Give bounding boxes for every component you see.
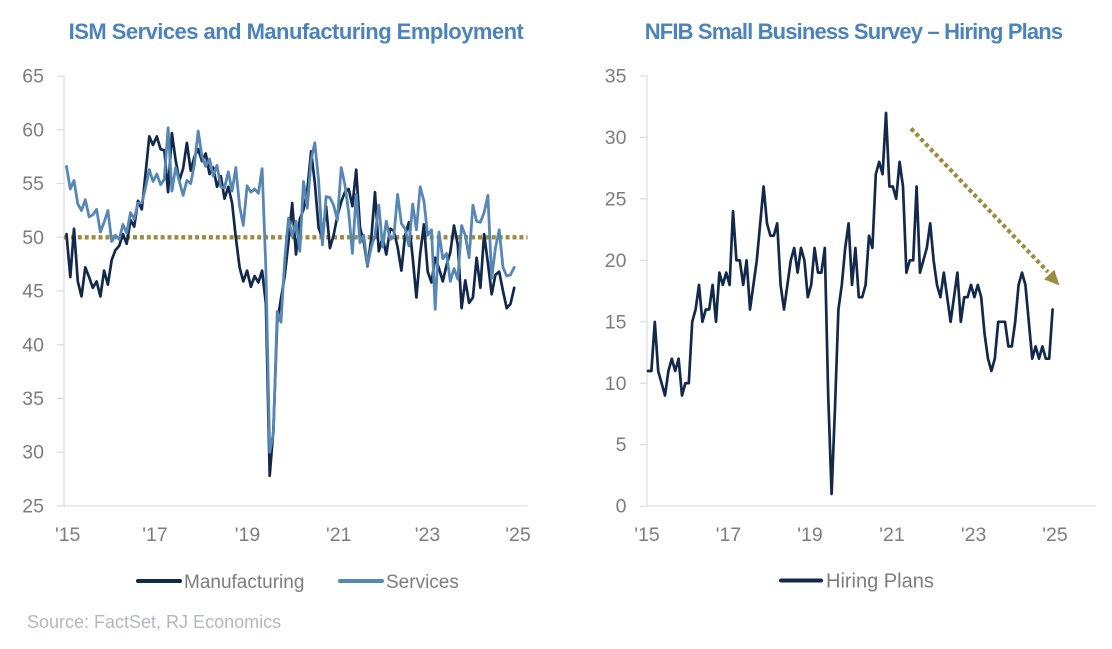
svg-text:25: 25 bbox=[605, 188, 627, 210]
svg-text:50: 50 bbox=[22, 227, 44, 249]
svg-text:NFIB Small Business Survey – H: NFIB Small Business Survey – Hiring Plan… bbox=[645, 19, 1063, 44]
svg-text:'19: '19 bbox=[797, 524, 822, 546]
svg-text:55: 55 bbox=[22, 173, 44, 195]
svg-text:0: 0 bbox=[616, 496, 627, 518]
svg-text:35: 35 bbox=[605, 65, 627, 87]
svg-text:25: 25 bbox=[22, 495, 44, 517]
svg-text:60: 60 bbox=[22, 119, 44, 141]
svg-text:'25: '25 bbox=[505, 524, 531, 546]
svg-text:45: 45 bbox=[22, 281, 44, 303]
svg-text:5: 5 bbox=[616, 434, 627, 456]
svg-text:10: 10 bbox=[605, 373, 627, 395]
svg-text:15: 15 bbox=[605, 311, 627, 333]
svg-text:'21: '21 bbox=[326, 524, 351, 546]
svg-text:'25: '25 bbox=[1042, 524, 1068, 546]
svg-text:Source: FactSet, RJ Economics: Source: FactSet, RJ Economics bbox=[27, 612, 281, 632]
svg-text:20: 20 bbox=[605, 250, 627, 272]
svg-text:'23: '23 bbox=[415, 524, 440, 546]
svg-text:ISM Services and Manufacturing: ISM Services and Manufacturing Employmen… bbox=[69, 19, 525, 44]
svg-text:'17: '17 bbox=[716, 524, 741, 546]
svg-text:Hiring Plans: Hiring Plans bbox=[826, 571, 934, 593]
svg-text:40: 40 bbox=[22, 334, 44, 356]
svg-text:'23: '23 bbox=[961, 524, 986, 546]
svg-text:35: 35 bbox=[22, 388, 44, 410]
svg-text:30: 30 bbox=[605, 127, 627, 149]
svg-text:'15: '15 bbox=[634, 524, 660, 546]
svg-text:'21: '21 bbox=[879, 524, 904, 546]
svg-text:'17: '17 bbox=[142, 524, 167, 546]
svg-text:Services: Services bbox=[386, 572, 459, 593]
svg-text:Manufacturing: Manufacturing bbox=[184, 572, 304, 593]
svg-text:'19: '19 bbox=[235, 524, 260, 546]
svg-text:30: 30 bbox=[22, 442, 44, 464]
svg-text:65: 65 bbox=[22, 66, 44, 88]
svg-text:'15: '15 bbox=[55, 524, 81, 546]
